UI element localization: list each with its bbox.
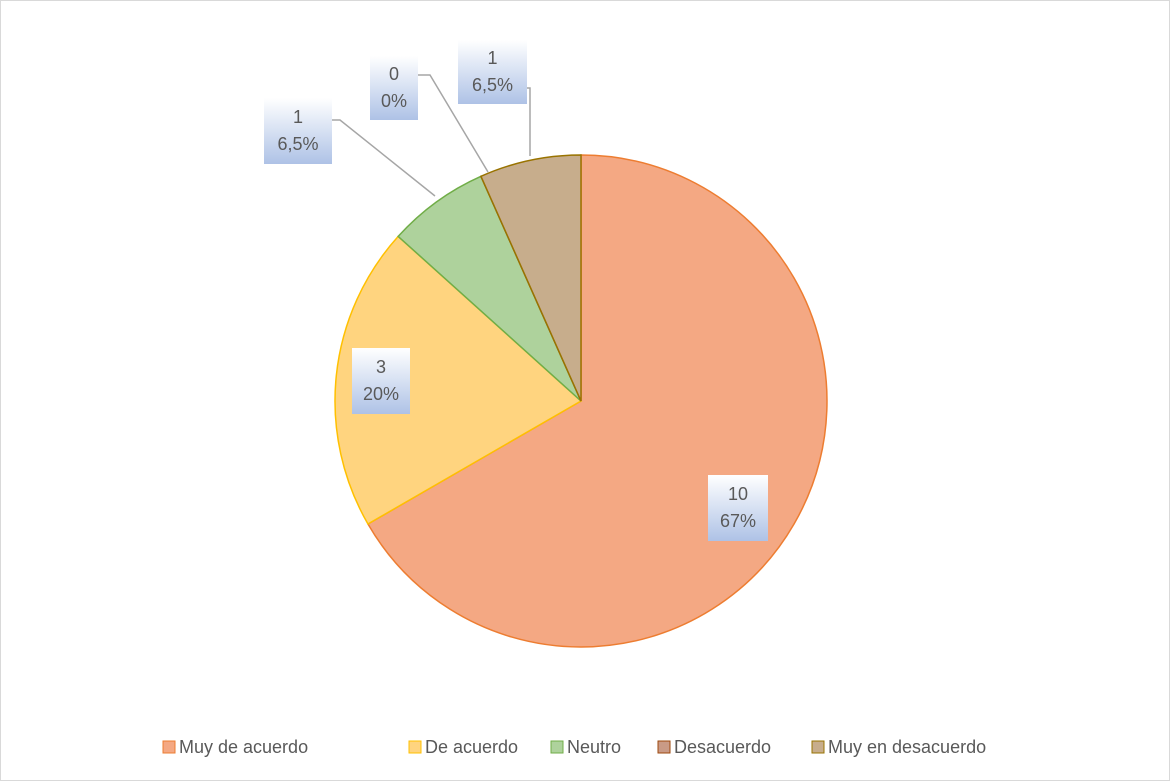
data-label-box <box>264 98 332 164</box>
leader-line <box>332 119 436 197</box>
data-label-box <box>458 40 527 104</box>
data-label-percent: 20% <box>363 384 399 404</box>
data-label-box <box>352 348 410 414</box>
data-label-count: 10 <box>728 484 748 504</box>
legend-label: De acuerdo <box>425 737 518 757</box>
leader-line <box>527 87 531 156</box>
legend-label: Neutro <box>567 737 621 757</box>
data-label-percent: 6,5% <box>472 75 513 95</box>
legend-label: Desacuerdo <box>674 737 771 757</box>
legend-swatch <box>408 740 422 754</box>
data-label-box <box>370 56 418 120</box>
legend-swatch <box>811 740 825 754</box>
legend-swatch <box>550 740 564 754</box>
data-label-box <box>708 475 768 541</box>
data-label-percent: 67% <box>720 511 756 531</box>
leader-line <box>418 74 489 173</box>
legend-swatch <box>162 740 176 754</box>
data-label-count: 0 <box>389 64 399 84</box>
pie-slice <box>479 154 582 402</box>
data-label-count: 1 <box>487 48 497 68</box>
data-label-percent: 6,5% <box>277 134 318 154</box>
legend-label: Muy en desacuerdo <box>828 737 986 757</box>
legend-swatch <box>657 740 671 754</box>
legend-label: Muy de acuerdo <box>179 737 308 757</box>
data-label-count: 1 <box>293 107 303 127</box>
data-label-count: 3 <box>376 357 386 377</box>
pie-slice <box>334 235 583 526</box>
data-label-percent: 0% <box>381 91 407 111</box>
